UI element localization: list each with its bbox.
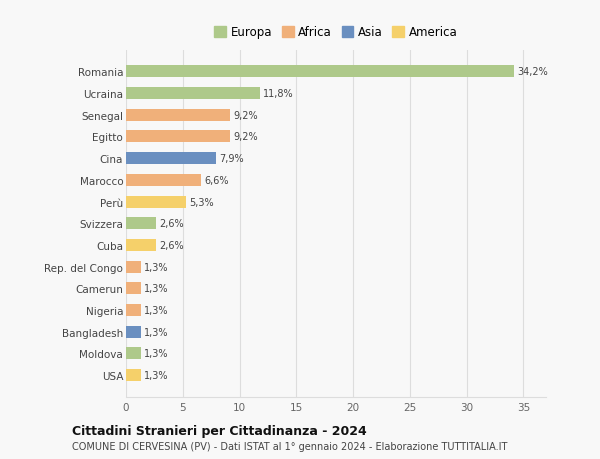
Text: COMUNE DI CERVESINA (PV) - Dati ISTAT al 1° gennaio 2024 - Elaborazione TUTTITAL: COMUNE DI CERVESINA (PV) - Dati ISTAT al… <box>72 441 508 451</box>
Bar <box>126 326 141 338</box>
Text: 6,6%: 6,6% <box>205 175 229 185</box>
Text: 1,3%: 1,3% <box>144 370 169 381</box>
Bar <box>126 283 141 295</box>
Legend: Europa, Africa, Asia, America: Europa, Africa, Asia, America <box>209 22 463 44</box>
Text: 2,6%: 2,6% <box>159 241 184 251</box>
Bar <box>126 110 230 122</box>
Bar <box>126 66 514 78</box>
Bar <box>126 304 141 316</box>
Bar <box>126 348 141 360</box>
Text: 7,9%: 7,9% <box>219 154 244 164</box>
Bar <box>126 88 260 100</box>
Text: 1,3%: 1,3% <box>144 262 169 272</box>
Text: 1,3%: 1,3% <box>144 305 169 315</box>
Text: 34,2%: 34,2% <box>518 67 548 77</box>
Bar <box>126 261 141 273</box>
Bar <box>126 218 155 230</box>
Text: Cittadini Stranieri per Cittadinanza - 2024: Cittadini Stranieri per Cittadinanza - 2… <box>72 424 367 437</box>
Text: 2,6%: 2,6% <box>159 219 184 229</box>
Bar <box>126 240 155 252</box>
Text: 1,3%: 1,3% <box>144 284 169 294</box>
Text: 1,3%: 1,3% <box>144 327 169 337</box>
Text: 11,8%: 11,8% <box>263 89 294 99</box>
Bar <box>126 369 141 381</box>
Bar <box>126 174 201 186</box>
Text: 5,3%: 5,3% <box>190 197 214 207</box>
Text: 9,2%: 9,2% <box>234 111 259 121</box>
Bar <box>126 153 215 165</box>
Text: 1,3%: 1,3% <box>144 349 169 358</box>
Bar <box>126 131 230 143</box>
Bar <box>126 196 186 208</box>
Text: 9,2%: 9,2% <box>234 132 259 142</box>
